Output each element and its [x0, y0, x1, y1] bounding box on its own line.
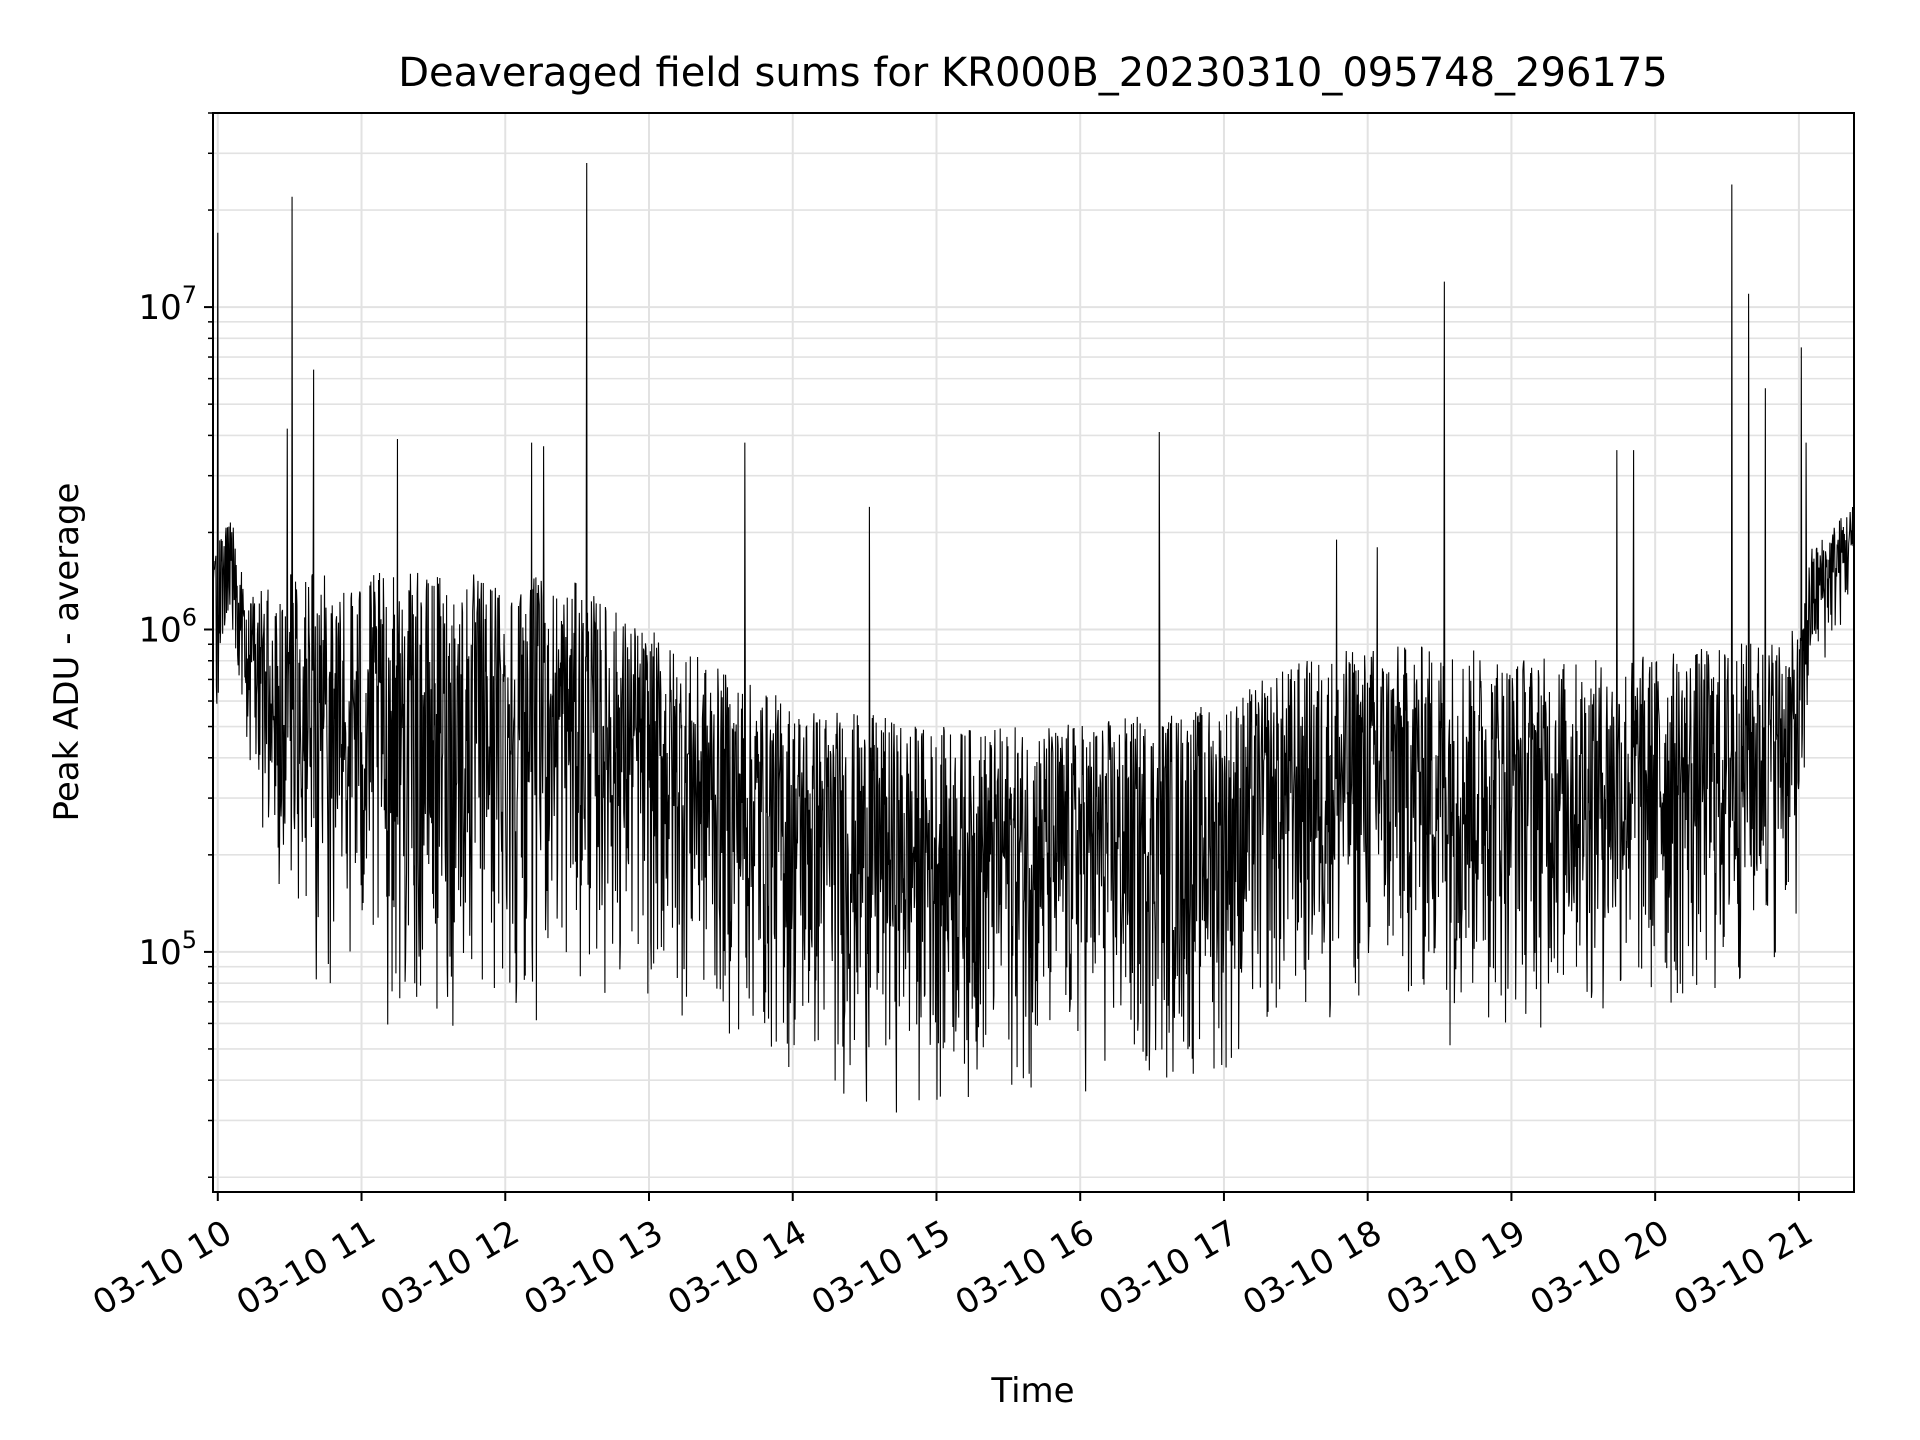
x-axis-label: Time	[990, 1371, 1074, 1411]
plot-frame	[212, 112, 1855, 1193]
y-tick-exponent: 6	[182, 604, 197, 632]
series-layer	[212, 162, 1855, 1113]
series-line	[212, 162, 1855, 1113]
chart-title: Deaveraged field sums for KR000B_2023031…	[398, 50, 1668, 96]
y-axis-label: Peak ADU - average	[47, 483, 87, 822]
y-tick-exponent: 7	[182, 281, 197, 309]
y-tick-label: 105	[138, 926, 197, 973]
y-tick-label: 106	[138, 604, 197, 651]
y-tick-label: 107	[138, 281, 197, 328]
y-tick-exponent: 5	[182, 926, 197, 954]
y-tick-base: 10	[138, 611, 181, 651]
y-tick-base: 10	[138, 933, 181, 973]
y-tick-base: 10	[138, 288, 181, 328]
